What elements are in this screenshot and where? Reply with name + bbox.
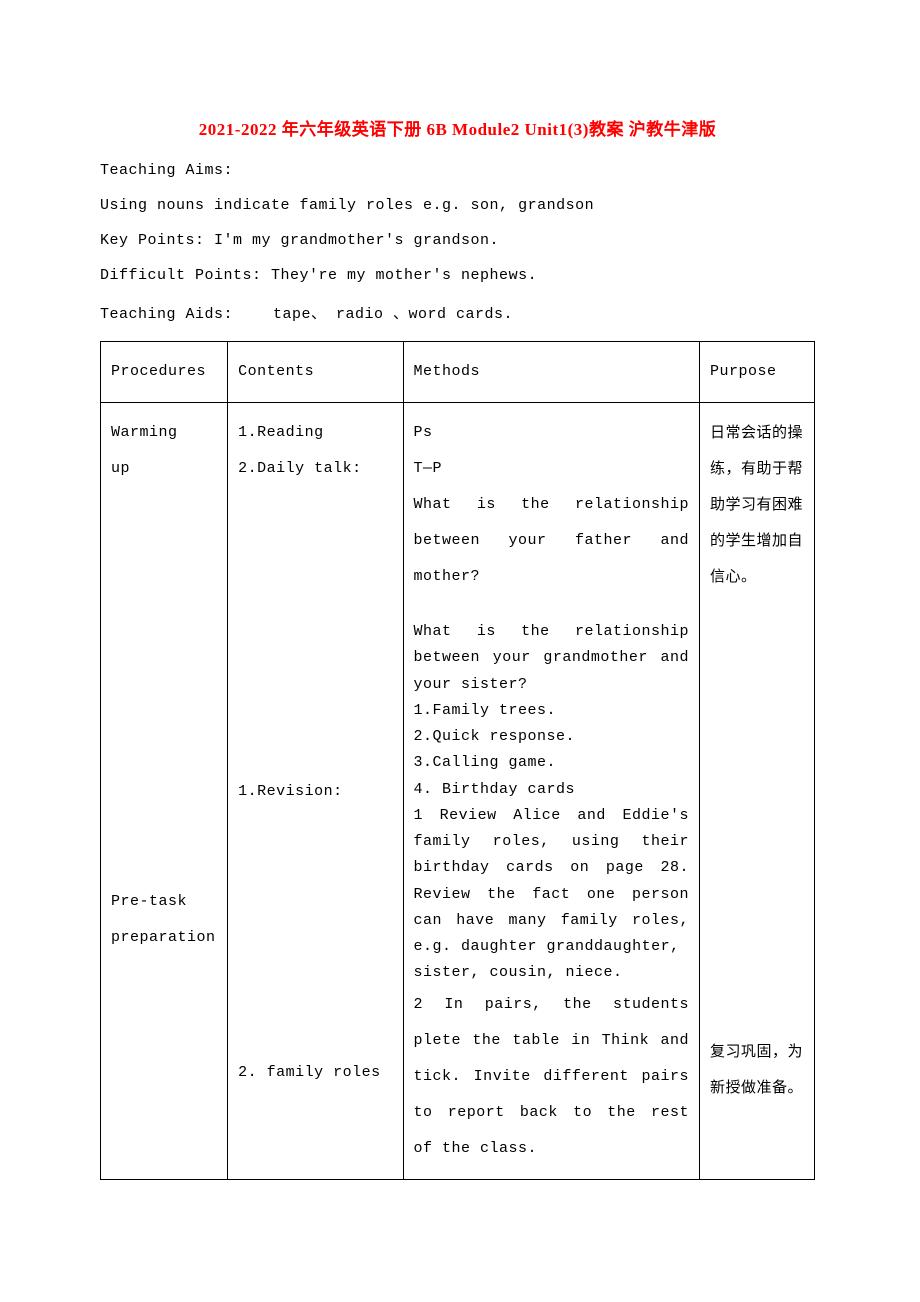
using-nouns-line: Using nouns indicate family roles e.g. s… xyxy=(100,197,815,214)
cell-methods-2: What is the relationship between your gr… xyxy=(403,607,699,1179)
cell-procedures-1: Warming up xyxy=(101,403,228,608)
table-header-row: Procedures Contents Methods Purpose xyxy=(101,342,815,403)
contents-line-2b: 2. family roles xyxy=(238,1055,392,1091)
contents-line-2a: 1.Revision: xyxy=(238,774,392,810)
key-points-line: Key Points: I'm my grandmother's grandso… xyxy=(100,232,815,249)
procedures-line-1b: up xyxy=(111,451,217,487)
methods-line-1c: What is the relationship between your fa… xyxy=(414,487,689,595)
methods-list-3: 3.Calling game. xyxy=(414,750,689,776)
methods-list-1: 1.Family trees. xyxy=(414,698,689,724)
contents-line-1b: 2.Daily talk: xyxy=(238,451,392,487)
header-purpose: Purpose xyxy=(700,342,815,403)
procedures-line-1a: Warming xyxy=(111,415,217,451)
methods-relationship-q: What is the relationship between your gr… xyxy=(414,619,689,698)
procedures-line-2a: Pre-task xyxy=(111,884,217,920)
methods-para-2: 2 In pairs, the students plete the table… xyxy=(414,987,689,1167)
cell-contents-1: 1.Reading 2.Daily talk: xyxy=(228,403,403,608)
methods-para-1: 1 Review Alice and Eddie's family roles,… xyxy=(414,803,689,961)
header-contents: Contents xyxy=(228,342,403,403)
cell-contents-2: 1.Revision: 2. family roles xyxy=(228,607,403,1179)
methods-para-1b: sister, cousin, niece. xyxy=(414,960,689,986)
document-title: 2021-2022 年六年级英语下册 6B Module2 Unit1(3)教案… xyxy=(100,115,815,140)
teaching-aims-label: Teaching Aims: xyxy=(100,162,815,179)
methods-line-1a: Ps xyxy=(414,415,689,451)
lesson-plan-table: Procedures Contents Methods Purpose Warm… xyxy=(100,341,815,1180)
table-row-pretask: Pre-task preparation 1.Revision: 2. fami… xyxy=(101,607,815,1179)
cell-purpose-2: 复习巩固，为新授做准备。 xyxy=(700,607,815,1179)
methods-line-1b: T—P xyxy=(414,451,689,487)
teaching-aids-value: tape、 radio 、word cards. xyxy=(273,306,513,323)
difficult-points-line: Difficult Points: They're my mother's ne… xyxy=(100,267,815,284)
cell-purpose-1: 日常会话的操练，有助于帮助学习有困难的学生增加自信心。 xyxy=(700,403,815,608)
methods-list-2: 2.Quick response. xyxy=(414,724,689,750)
header-procedures: Procedures xyxy=(101,342,228,403)
cell-methods-1: Ps T—P What is the relationship between … xyxy=(403,403,699,608)
procedures-line-2b: preparation xyxy=(111,920,217,956)
contents-line-1a: 1.Reading xyxy=(238,415,392,451)
header-methods: Methods xyxy=(403,342,699,403)
teaching-aids-line: Teaching Aids: tape、 radio 、word cards. xyxy=(100,302,815,323)
purpose-text-2: 复习巩固，为新授做准备。 xyxy=(710,1034,804,1106)
teaching-aids-label: Teaching Aids: xyxy=(100,306,233,323)
cell-procedures-2: Pre-task preparation xyxy=(101,607,228,1179)
table-row-warming-up: Warming up 1.Reading 2.Daily talk: Ps T—… xyxy=(101,403,815,608)
methods-list-4: 4. Birthday cards xyxy=(414,777,689,803)
